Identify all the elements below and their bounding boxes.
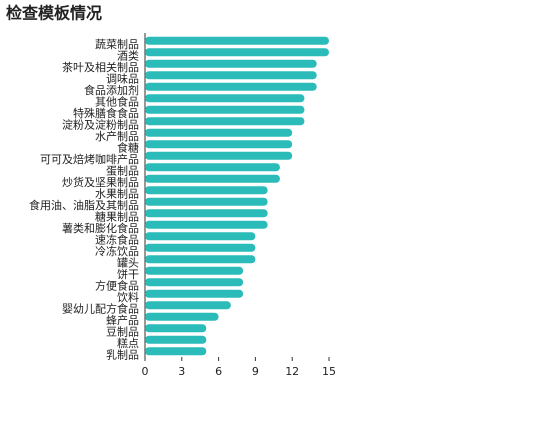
bar [145, 243, 256, 252]
bar [145, 151, 293, 160]
y-tick-label: 糖果制品 [95, 209, 139, 223]
y-tick-label: 调味品 [106, 72, 139, 85]
bar [145, 232, 256, 241]
y-tick-label: 冷冻饮品 [95, 244, 139, 258]
bar [145, 71, 317, 80]
y-tick-label: 水果制品 [95, 187, 139, 200]
y-tick-label: 蜂产品 [106, 313, 139, 327]
bar [145, 174, 280, 183]
bar [145, 163, 280, 172]
x-tick-label: 0 [142, 365, 149, 378]
y-tick-label: 饮料 [117, 290, 139, 304]
bar [145, 335, 207, 344]
bar [145, 48, 329, 57]
y-tick-label: 特殊膳食食品 [73, 106, 139, 120]
bar [145, 301, 231, 310]
y-tick-label: 罐头 [117, 256, 139, 269]
y-tick-label: 酒类 [117, 48, 139, 62]
y-tick-label: 茶叶及相关制品 [62, 60, 139, 74]
y-tick-label: 可可及焙烤咖啡产品 [40, 152, 139, 166]
y-tick-label: 食品添加剂 [84, 83, 139, 97]
y-tick-label: 方便食品 [95, 278, 139, 292]
bar [145, 197, 268, 206]
bar [145, 220, 268, 229]
y-tick-label: 淀粉及淀粉制品 [62, 117, 139, 131]
bar [145, 266, 244, 275]
bar [145, 278, 244, 287]
bar [145, 209, 268, 218]
bar [145, 255, 256, 264]
y-tick-label: 糕点 [117, 336, 139, 350]
bar [145, 140, 293, 149]
x-tick-label: 12 [285, 365, 299, 378]
bar [145, 117, 305, 126]
bar [145, 105, 305, 114]
y-tick-label: 食用油、油脂及其制品 [29, 198, 139, 212]
y-tick-label: 婴幼儿配方食品 [62, 301, 139, 315]
y-tick-label: 蔬菜制品 [95, 38, 139, 51]
bar [145, 186, 268, 195]
bar [145, 128, 293, 137]
x-tick-label: 3 [178, 365, 185, 378]
y-tick-label: 炒货及坚果制品 [62, 175, 139, 189]
bar [145, 94, 305, 103]
y-tick-label: 食糖 [117, 140, 139, 154]
bar [145, 36, 329, 45]
bar [145, 289, 244, 298]
bar [145, 59, 317, 68]
y-tick-label: 乳制品 [106, 348, 139, 361]
chart-title: 检查模板情况 [6, 4, 102, 23]
y-tick-label: 水产制品 [95, 129, 139, 143]
bar [145, 347, 207, 356]
x-tick-label: 9 [252, 365, 259, 378]
x-tick-label: 15 [322, 365, 336, 378]
y-tick-label: 豆制品 [106, 325, 139, 338]
bar [145, 82, 317, 91]
y-tick-label: 速冻食品 [95, 232, 139, 246]
y-tick-label: 蛋制品 [106, 164, 139, 177]
y-tick-label: 饼干 [117, 267, 139, 281]
bar [145, 312, 219, 321]
x-tick-label: 6 [215, 365, 222, 378]
y-tick-label: 薯类和膨化食品 [62, 221, 139, 235]
bar [145, 324, 207, 333]
y-tick-label: 其他食品 [95, 94, 139, 108]
